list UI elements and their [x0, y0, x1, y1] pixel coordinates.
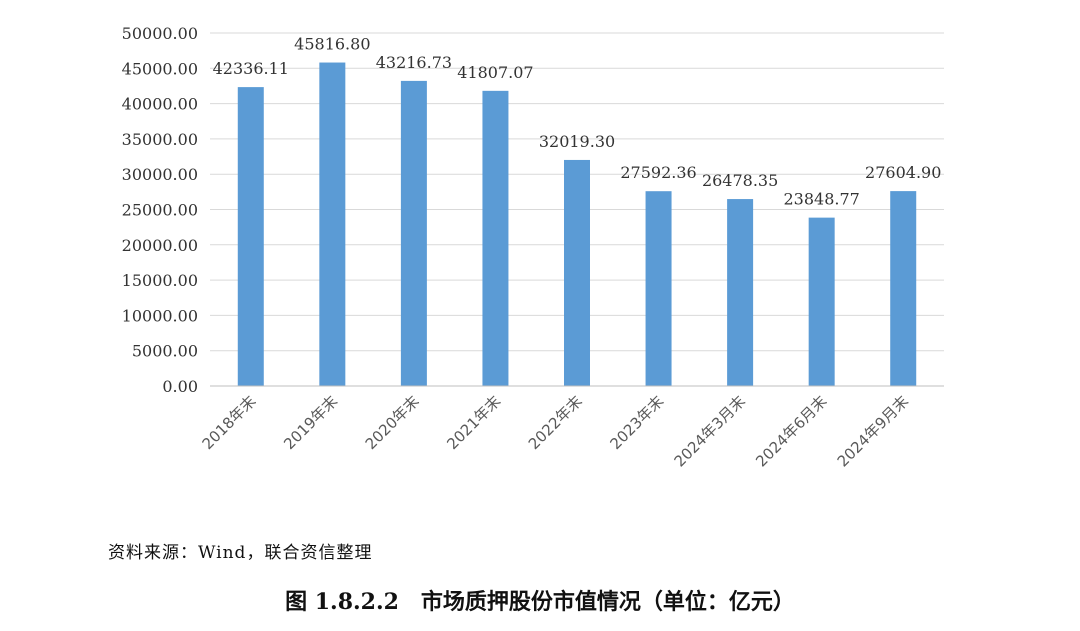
source-note: 资料来源：Wind，联合资信整理: [108, 543, 373, 563]
y-tick-label: 50000.00: [122, 24, 198, 43]
figure-caption: 图 1.8.2.2 市场质押股份市值情况（单位：亿元）: [285, 589, 795, 615]
x-tick-label: 2022年末: [525, 392, 586, 453]
bar: [400, 80, 427, 386]
x-tick-label: 2023年末: [606, 392, 667, 453]
x-tick-label: 2020年末: [362, 392, 423, 453]
y-tick-label: 5000.00: [132, 342, 198, 361]
value-label: 26478.35: [702, 171, 778, 190]
y-tick-label: 25000.00: [122, 201, 198, 220]
value-label: 32019.30: [539, 132, 615, 151]
value-label: 23848.77: [783, 190, 859, 209]
bar: [727, 199, 754, 386]
y-tick-label: 35000.00: [122, 130, 198, 149]
bar: [808, 217, 835, 386]
y-tick-label: 45000.00: [122, 59, 198, 78]
y-tick-label: 30000.00: [122, 165, 198, 184]
y-axis-tick-labels: 0.00 5000.00 10000.00 15000.00 20000.00 25000…: [122, 24, 198, 396]
x-tick-label: 2024年3月末: [671, 392, 749, 470]
value-label: 42336.11: [213, 59, 289, 78]
bar: [564, 159, 590, 386]
value-labels: 42336.11 45816.80 43216.73 41807.07 32019.30…: [213, 35, 942, 209]
bar: [890, 191, 917, 386]
y-tick-label: 15000.00: [122, 271, 198, 290]
value-label: 27604.90: [865, 163, 941, 182]
y-tick-label: 10000.00: [122, 306, 198, 325]
x-tick-label: 2024年9月末: [834, 392, 912, 470]
y-tick-label: 0.00: [162, 377, 198, 396]
x-axis-tick-labels: 2018年末 2019年末 2020年末 2021年末 2022年末 2023年末 2024…: [199, 392, 912, 470]
x-tick-label: 2019年末: [280, 392, 341, 453]
x-tick-label: 2024年6月末: [752, 392, 830, 470]
bar: [319, 62, 346, 387]
y-tick-label: 20000.00: [122, 236, 198, 255]
value-label: 43216.73: [376, 53, 452, 72]
x-tick-label: 2021年末: [443, 392, 504, 453]
value-label: 27592.36: [620, 163, 696, 182]
bar-chart: 0.00 5000.00 10000.00 15000.00 20000.00 25000…: [122, 24, 944, 470]
y-tick-label: 40000.00: [122, 95, 198, 114]
bar: [482, 90, 509, 386]
bar: [645, 191, 672, 386]
value-label: 45816.80: [294, 35, 370, 54]
bar: [237, 87, 264, 387]
value-label: 41807.07: [457, 63, 533, 82]
x-tick-label: 2018年末: [199, 392, 260, 453]
bars: [237, 62, 917, 387]
